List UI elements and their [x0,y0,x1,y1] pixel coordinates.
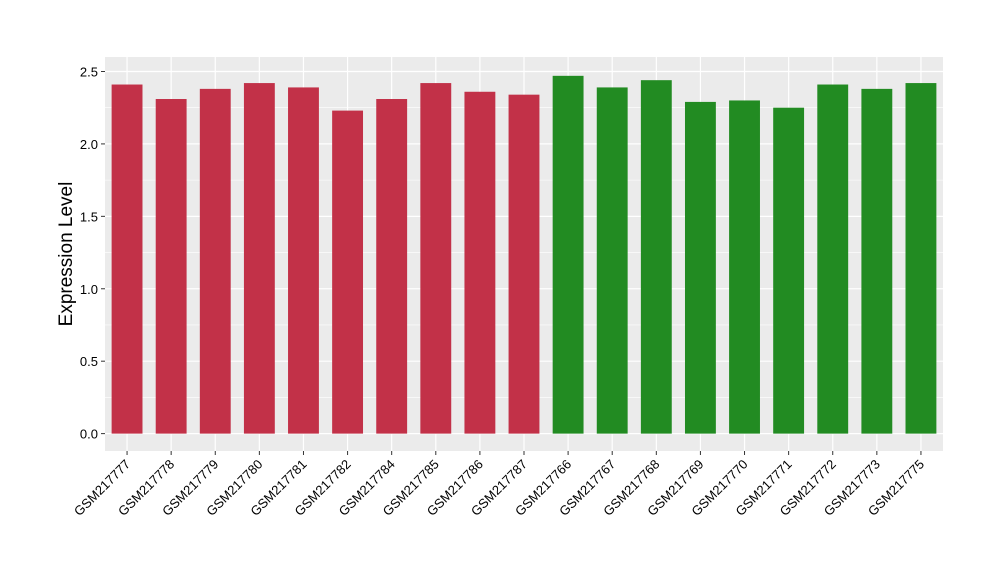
y-tick-label: 2.5 [80,64,98,79]
bar-GSM217766 [552,75,584,434]
y-tick-label: 2.0 [80,137,98,152]
bar-GSM217782 [332,110,364,434]
bar-GSM217773 [861,88,893,434]
y-tick-label: 0.0 [80,427,98,442]
bar-GSM217781 [288,87,319,434]
bar-GSM217779 [199,88,231,434]
y-tick-label: 1.5 [80,209,98,224]
bar-GSM217780 [243,83,275,434]
bar-GSM217784 [376,99,408,434]
bar-GSM217769 [684,101,716,434]
bar-GSM217770 [729,100,760,434]
bar-GSM217778 [155,99,187,434]
bar-GSM217772 [817,84,849,434]
bar-GSM217775 [905,83,937,434]
bar-GSM217785 [420,83,452,434]
y-tick-label: 0.5 [80,354,98,369]
bar-GSM217786 [464,91,496,434]
bar-GSM217777 [111,84,143,434]
y-axis-label: Expression Level [56,182,77,327]
bar-GSM217771 [773,107,805,434]
bar-GSM217768 [640,80,672,434]
bar-GSM217787 [508,94,540,434]
bar-GSM217767 [596,87,628,434]
y-tick-label: 1.0 [80,282,98,297]
